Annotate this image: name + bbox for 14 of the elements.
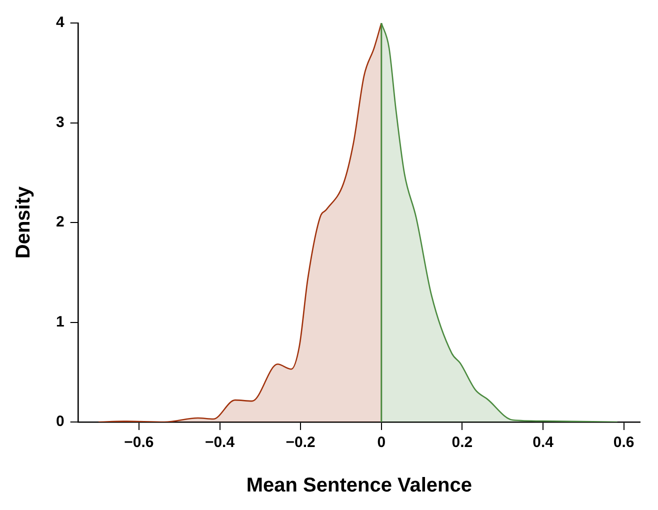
- x-tick-label: 0.2: [452, 434, 473, 452]
- y-tick-label: 2: [56, 214, 64, 231]
- y-tick-label: 0: [56, 413, 64, 430]
- x-tick-label: 0: [377, 434, 386, 452]
- x-axis-title: Mean Sentence Valence: [246, 474, 472, 497]
- x-tick-label: −0.2: [286, 434, 316, 452]
- y-tick-label: 4: [56, 14, 65, 32]
- x-tick-label: −0.4: [204, 434, 236, 452]
- x-tick-label: −0.6: [124, 434, 154, 452]
- y-axis-title: Density: [12, 186, 35, 259]
- x-tick-label: 0.4: [532, 434, 554, 452]
- y-tick-label: 3: [56, 114, 64, 131]
- x-tick-label: 0.6: [613, 434, 634, 452]
- y-tick-label: 1: [56, 313, 64, 330]
